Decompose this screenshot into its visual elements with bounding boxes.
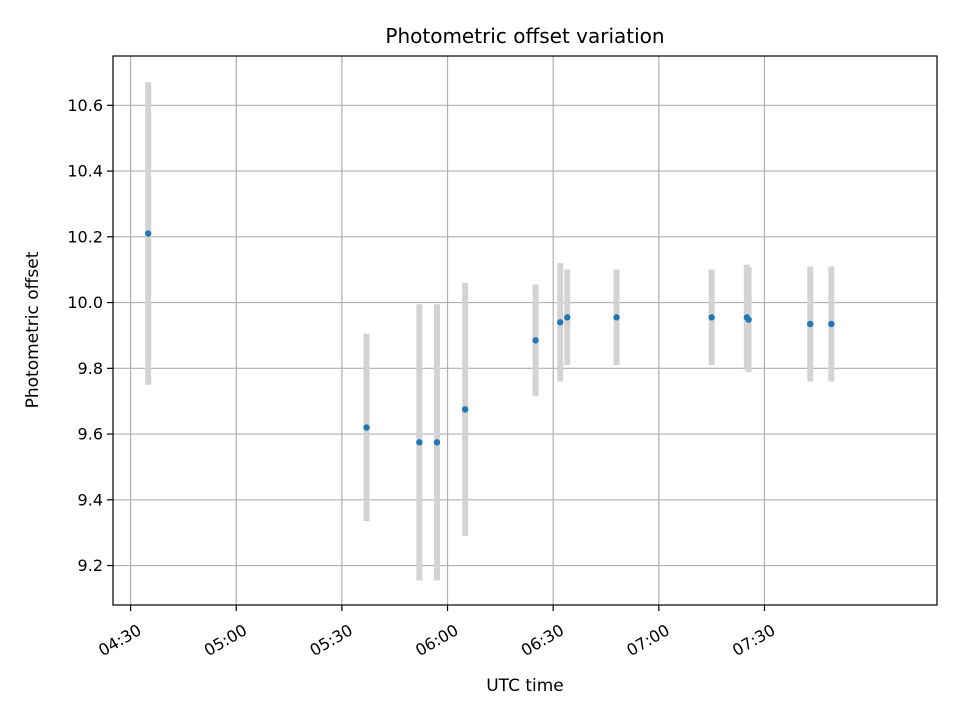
y-axis-label: Photometric offset bbox=[23, 251, 43, 408]
data-point bbox=[532, 337, 539, 344]
grid bbox=[113, 56, 937, 605]
y-tick-label: 10.0 bbox=[67, 293, 103, 312]
data-point bbox=[708, 314, 715, 321]
data-point bbox=[145, 230, 152, 237]
y-tick-label: 10.4 bbox=[67, 162, 103, 181]
data-point bbox=[416, 439, 423, 446]
data-point bbox=[564, 314, 571, 321]
y-axis: 9.2 9.4 9.6 9.8 10.0 10.2 10.4 10.6 bbox=[67, 96, 113, 575]
plot-frame bbox=[112, 55, 938, 606]
data-point bbox=[363, 424, 370, 431]
y-tick-label: 9.4 bbox=[78, 490, 103, 509]
data-points bbox=[145, 230, 835, 446]
x-axis-label: UTC time bbox=[486, 676, 564, 696]
y-tick-label: 9.6 bbox=[78, 425, 103, 444]
y-tick-label: 10.6 bbox=[67, 96, 103, 115]
data-point bbox=[557, 319, 564, 326]
y-tick-label: 9.8 bbox=[78, 359, 103, 378]
data-point bbox=[807, 320, 814, 328]
data-point bbox=[745, 316, 752, 323]
chart-title: Photometric offset variation bbox=[385, 24, 664, 48]
y-tick-label: 10.2 bbox=[67, 227, 103, 246]
data-point bbox=[433, 439, 441, 446]
y-tick-label: 9.2 bbox=[78, 556, 103, 575]
data-point bbox=[613, 314, 620, 321]
data-point bbox=[828, 320, 835, 328]
data-point bbox=[461, 406, 469, 413]
